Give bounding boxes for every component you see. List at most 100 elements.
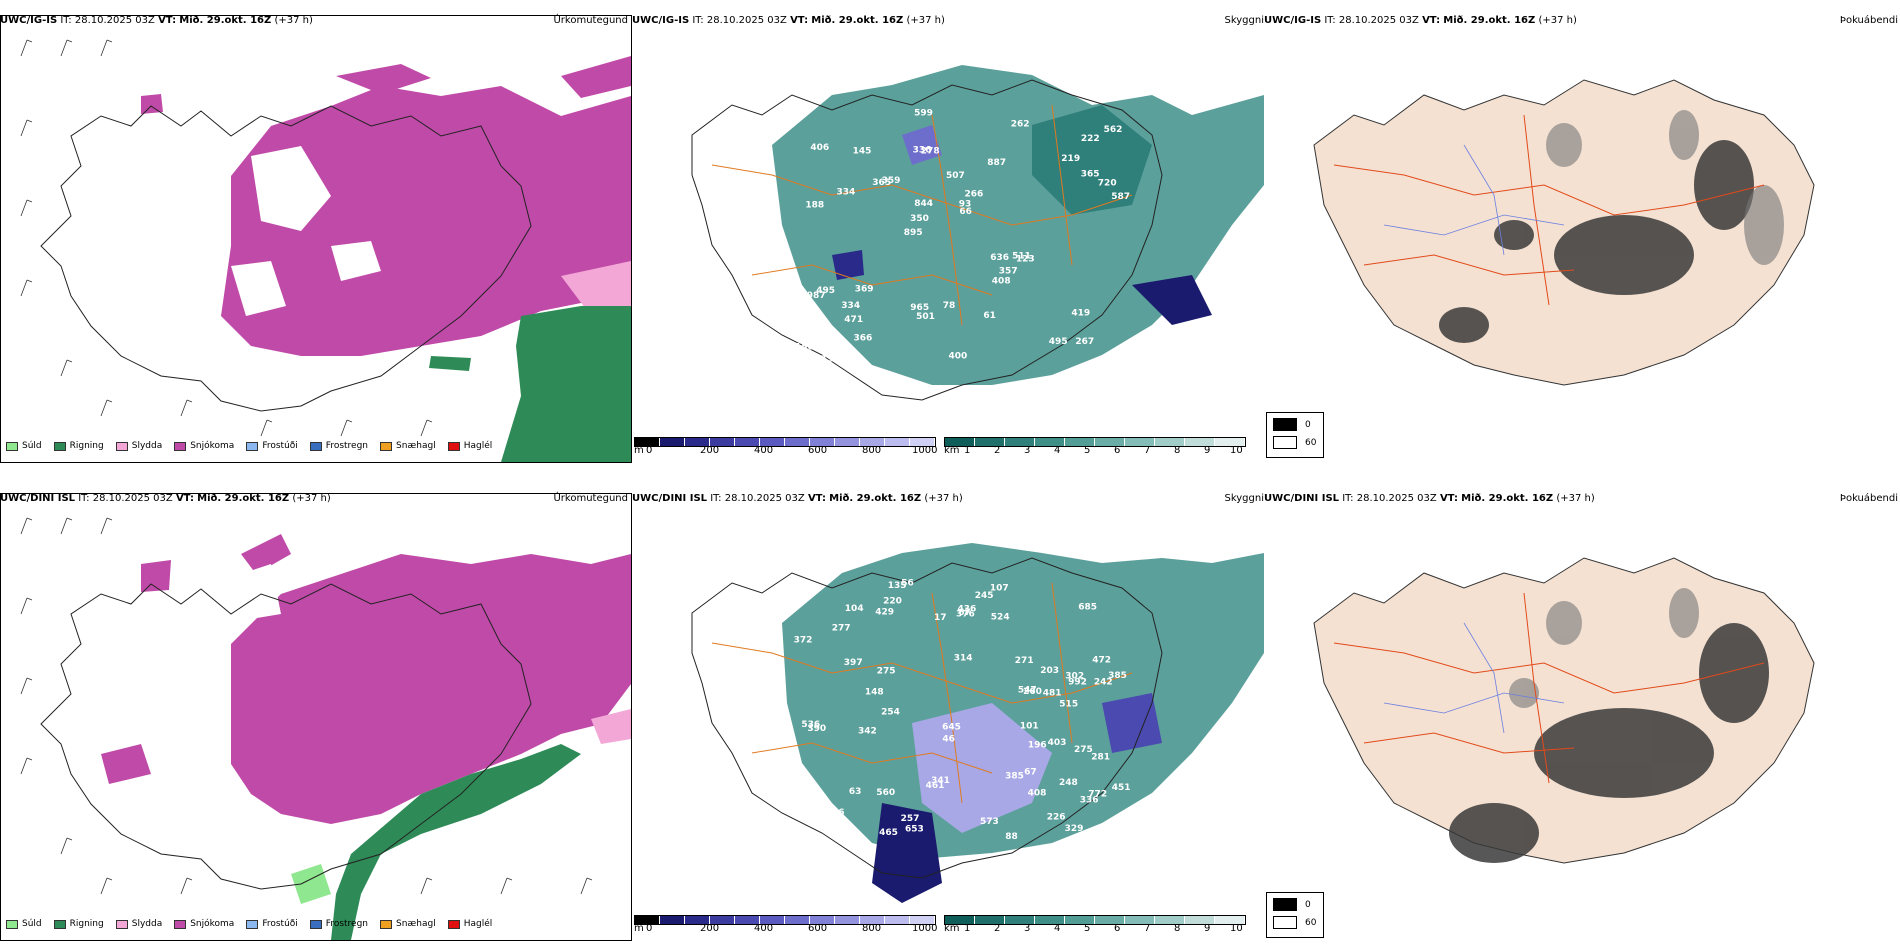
cloud-base-label: 573: [980, 817, 999, 827]
cloud-base-label: 203: [1040, 666, 1059, 676]
cloud-base-label: 419: [1071, 309, 1090, 319]
iceland-outline: [691, 79, 1163, 401]
vis-tick: 3: [1024, 445, 1031, 456]
cloud-base-label: 275: [877, 667, 896, 677]
colorbar-segment: [1155, 438, 1185, 446]
cloud-base-label: 275: [1074, 745, 1093, 755]
legend-item-3: Snjókoma: [174, 919, 234, 929]
legend-label: Snæhagl: [396, 919, 436, 929]
cloud-base-label: 369: [855, 284, 874, 294]
colorbar-segment: [945, 916, 975, 924]
colorbar-segment: [860, 916, 885, 924]
colorbar-segment: [910, 916, 935, 924]
cloud-base-label: 242: [1094, 677, 1113, 687]
legend-label: Frostregn: [325, 441, 369, 451]
visibility-area: [782, 543, 1264, 858]
cloud-base-label: 342: [858, 726, 877, 736]
colorbar-segment: [810, 916, 835, 924]
precip-panel-label: Úrkomutegund: [553, 493, 628, 504]
fog-legend-value: 60: [1305, 917, 1317, 928]
cloud-base-label: 219: [1061, 154, 1080, 164]
fog-legend-value: 60: [1305, 437, 1317, 448]
cloud-base-label: 599: [914, 108, 933, 118]
cloud-base-label: 524: [991, 612, 1010, 622]
model-label: UWC/DINI ISL: [1264, 493, 1340, 504]
map-precip-top: [0, 15, 632, 463]
legend-swatch: [447, 441, 460, 451]
cloud-base-label: 357: [999, 266, 1018, 276]
legend-item-4: Frostúði: [246, 919, 298, 929]
fog-legend-value: 0: [1305, 899, 1311, 910]
cloudbase-unit: m: [634, 445, 644, 456]
colorbar-segment: [1095, 916, 1125, 924]
cloud-base-label: 653: [905, 824, 924, 834]
cloud-base-label: 260: [1023, 687, 1042, 697]
cloud-base-label: 772: [1088, 790, 1107, 800]
cloud-base-label: 987: [807, 291, 826, 301]
legend-label: Súld: [22, 919, 42, 929]
cloud-base-label: 887: [987, 158, 1006, 168]
it-value: 28.10.2025 03Z: [706, 15, 787, 26]
colorbar-segment: [685, 916, 710, 924]
vis-tick: 9: [1204, 923, 1211, 934]
cloud-base-label: 245: [975, 591, 994, 601]
cloud-base-label: 376: [956, 609, 975, 619]
vt-label: VT:: [175, 493, 194, 504]
map-cloud-top: 267 188 222 895 887 486 336 507 495 359 559 471 278 2…: [632, 25, 1264, 437]
lead-time: (+37 h): [274, 15, 313, 26]
vis-tick: 10: [1230, 445, 1243, 456]
cloud-base-label: 267: [1075, 337, 1094, 347]
cb-tick: 0: [646, 445, 653, 456]
title-cloud-top: UWC/IG-IS IT: 28.10.2025 03Z VT: Mið. 29…: [632, 15, 945, 26]
cloud-base-label: 334: [841, 301, 860, 311]
cloud-base-label: 720: [1098, 179, 1117, 189]
visibility-bar: [944, 915, 1246, 925]
fog-panel-label: Þokuábendi: [1839, 493, 1898, 504]
legend-item-4: Frostúði: [246, 441, 298, 451]
colorbar-segment: [760, 438, 785, 446]
map-fog-top: [1264, 25, 1900, 437]
cloud-base-label: 602: [799, 782, 818, 792]
cloud-base-label: 248: [1059, 778, 1078, 788]
cloud-base-label: 78: [943, 301, 956, 311]
vis-tick: 1: [964, 923, 971, 934]
fog-legend-item: 0: [1273, 418, 1323, 431]
precip-legend: Súld Rigning Slydda Snjókoma Frostúði Fr…: [6, 919, 504, 929]
cloud-base-label: 61: [983, 311, 996, 321]
cloudbase-bar: [634, 437, 936, 447]
cloud-base-label: 157: [821, 355, 840, 365]
it-value: 28.10.2025 03Z: [1356, 493, 1437, 504]
fog-legend-value: 0: [1305, 419, 1311, 430]
vis-tick: 4: [1054, 445, 1061, 456]
cloud-base-label: 408: [992, 277, 1011, 287]
vis-tick: 2: [994, 923, 1001, 934]
vis-tick: 8: [1174, 923, 1181, 934]
legend-label: Frostregn: [325, 919, 369, 929]
legend-item-7: Haglél: [447, 919, 492, 929]
colorbar-segment: [810, 438, 835, 446]
cloudbase-bar: [634, 915, 936, 925]
colorbar-segment: [660, 916, 685, 924]
cb-tick: 800: [862, 923, 882, 934]
vt-label: VT:: [807, 493, 826, 504]
cloud-base-label: 148: [865, 688, 884, 698]
cloud-base-label: 562: [1104, 125, 1123, 135]
cloud-base-label: 88: [1005, 832, 1018, 842]
colorbar-segment: [910, 438, 935, 446]
legend-swatch: [115, 441, 128, 451]
cb-tick: 200: [700, 923, 720, 934]
colorbar-segment: [885, 438, 910, 446]
cloud-base-label: 372: [794, 636, 813, 646]
rain-area: [501, 306, 631, 462]
title-fog-top: UWC/IG-IS IT: 28.10.2025 03Z VT: Mið. 29…: [1264, 15, 1577, 26]
vis-tick: 8: [1174, 445, 1181, 456]
cloud-base-label: 336: [1080, 795, 1099, 805]
colorbar-segment: [735, 438, 760, 446]
fog-legend-item: 60: [1273, 916, 1323, 929]
cloud-base-label: 451: [1112, 783, 1131, 793]
it-label: IT:: [1342, 493, 1354, 504]
map-cloud-bottom-svg: 248 472 772 314 148 220 302 560 685 397 242 372 515 6…: [632, 503, 1264, 915]
legend-label: Haglél: [463, 441, 493, 451]
cloud-base-label: 560: [876, 788, 895, 798]
model-label: UWC/IG-IS: [0, 15, 58, 26]
